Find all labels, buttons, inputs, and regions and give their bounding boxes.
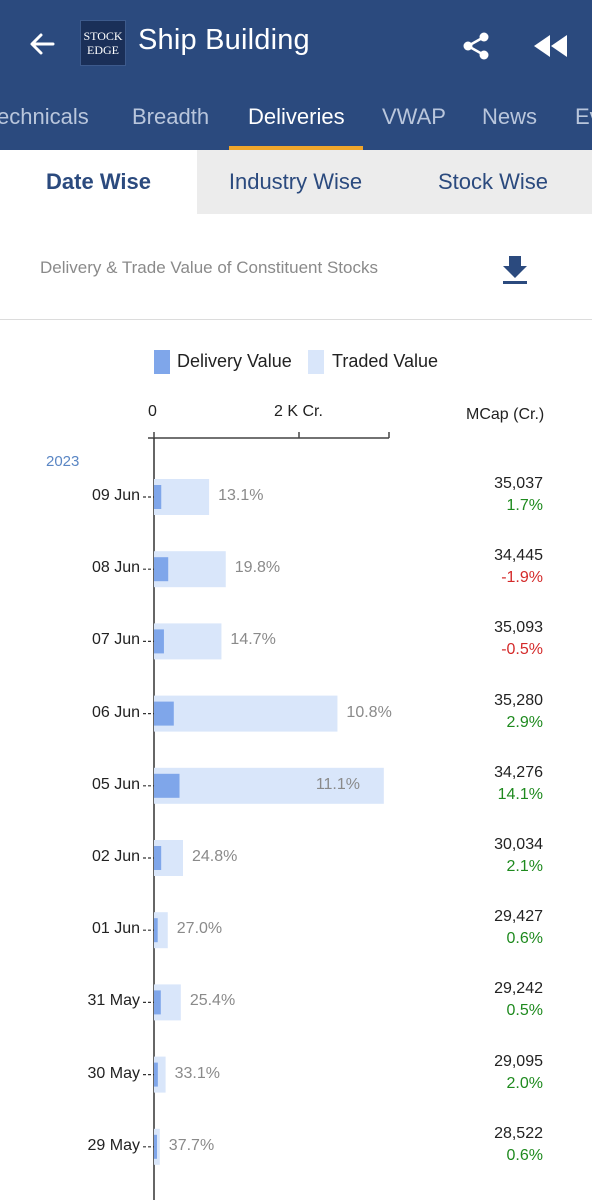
row-mcap-change: 0.6% (506, 1146, 543, 1164)
year-label: 2023 (46, 453, 80, 470)
tab-bar: Technicals Breadth Deliveries VWAP News … (0, 96, 592, 150)
delivery-percent-label: 33.1% (174, 1064, 220, 1082)
row-mcap-change: 1.7% (506, 497, 543, 514)
delivery-value-bar (154, 1134, 157, 1159)
delivery-value-bar (154, 846, 162, 870)
row-mcap-value: 30,034 (494, 836, 543, 853)
traded-value-bar (154, 695, 338, 732)
delivery-percent-label: 13.1% (218, 487, 264, 504)
row-mcap-change: -0.5% (501, 641, 543, 659)
row-mcap-change: 2.1% (506, 858, 543, 875)
stockedge-logo: STOCK EDGE (80, 20, 126, 66)
row-mcap-value: 28,522 (494, 1124, 543, 1142)
row-mcap-change: 0.5% (506, 1002, 543, 1020)
share-icon[interactable] (456, 26, 496, 66)
row-date-label: 05 Jun (91, 775, 140, 793)
row-date-label: 06 Jun (91, 703, 140, 721)
row-mcap-change: 14.1% (497, 785, 543, 803)
legend-swatch-traded (308, 350, 324, 374)
traded-value-bar (154, 623, 222, 660)
legend-label-delivery: Delivery Value (177, 351, 292, 371)
section-title: Delivery & Trade Value of Constituent St… (40, 258, 378, 277)
delivery-value-bar (154, 629, 164, 654)
legend-label-traded: Traded Value (332, 351, 439, 371)
row-date-label: 08 Jun (91, 559, 140, 577)
delivery-value-bar (154, 701, 174, 726)
legend-swatch-delivery (154, 350, 170, 374)
delivery-value-bar (154, 773, 180, 798)
row-mcap-value: 35,037 (494, 475, 543, 492)
delivery-value-bar (154, 557, 169, 582)
traded-value-bar (154, 479, 210, 515)
chart-legend: Delivery Value Traded Value (0, 348, 592, 376)
app-bar: STOCK EDGE Ship Building Technicals Brea… (0, 0, 592, 150)
row-mcap-value: 29,242 (494, 980, 543, 998)
active-tab-indicator (229, 146, 363, 150)
subtab-bar: Date Wise Industry Wise Stock Wise (0, 150, 592, 214)
row-mcap-change: 2.0% (506, 1074, 543, 1092)
tab-deliveries[interactable]: Deliveries (248, 104, 345, 129)
row-date-label: 09 Jun (91, 487, 140, 504)
delivery-percent-label: 14.7% (230, 631, 276, 649)
row-date-label: 01 Jun (91, 920, 140, 938)
row-date-label: 31 May (87, 992, 140, 1010)
row-mcap-value: 35,280 (494, 691, 543, 709)
subtab-stock-wise[interactable]: Stock Wise (437, 169, 549, 194)
subtab-industry-wise[interactable]: Industry Wise (228, 169, 363, 194)
row-mcap-change: 0.6% (506, 930, 543, 948)
row-mcap-value: 29,095 (494, 1052, 543, 1070)
traded-value-bar (154, 767, 384, 804)
delivery-chart (143, 432, 390, 1200)
row-mcap-value: 34,276 (494, 763, 543, 781)
row-mcap-value: 34,445 (494, 547, 543, 565)
delivery-percent-label: 10.8% (346, 703, 392, 721)
back-arrow-icon[interactable] (22, 24, 62, 64)
page-title: Ship Building (138, 24, 310, 56)
delivery-value-bar (154, 1062, 158, 1087)
section-header: Delivery & Trade Value of Constituent St… (0, 214, 592, 320)
delivery-percent-label: 27.0% (176, 920, 223, 938)
delivery-value-bar (154, 990, 161, 1015)
subtab-date-wise[interactable]: Date Wise (0, 150, 197, 214)
tab-events[interactable]: Ev (575, 104, 592, 129)
row-mcap-change: 2.9% (506, 713, 543, 731)
delivery-percent-label: 37.7% (168, 1136, 215, 1154)
delivery-value-bar (154, 485, 162, 509)
delivery-value-bar (154, 918, 158, 943)
row-date-label: 30 May (87, 1064, 140, 1082)
row-date-label: 29 May (87, 1136, 140, 1154)
traded-value-bar (154, 1056, 166, 1093)
rewind-icon[interactable] (526, 26, 574, 66)
delivery-percent-label: 25.4% (189, 992, 236, 1010)
row-mcap-change: -1.9% (501, 569, 543, 587)
delivery-percent-label: 24.8% (192, 848, 238, 865)
tab-technicals[interactable]: Technicals (0, 104, 89, 129)
tab-news[interactable]: News (482, 104, 538, 129)
tab-vwap[interactable]: VWAP (382, 104, 446, 129)
tab-breadth[interactable]: Breadth (132, 104, 210, 129)
row-date-label: 02 Jun (91, 848, 140, 865)
mcap-column-header: MCap (Cr.) (466, 406, 545, 423)
delivery-percent-label: 19.8% (234, 559, 281, 577)
row-date-label: 07 Jun (91, 631, 140, 649)
x-tick-label-2k: 2 K Cr. (274, 403, 323, 420)
x-tick-label-0: 0 (148, 403, 157, 420)
row-mcap-value: 35,093 (494, 619, 543, 637)
download-icon[interactable] (498, 250, 532, 290)
delivery-percent-label: 11.1% (315, 775, 360, 793)
row-mcap-value: 29,427 (494, 908, 543, 926)
